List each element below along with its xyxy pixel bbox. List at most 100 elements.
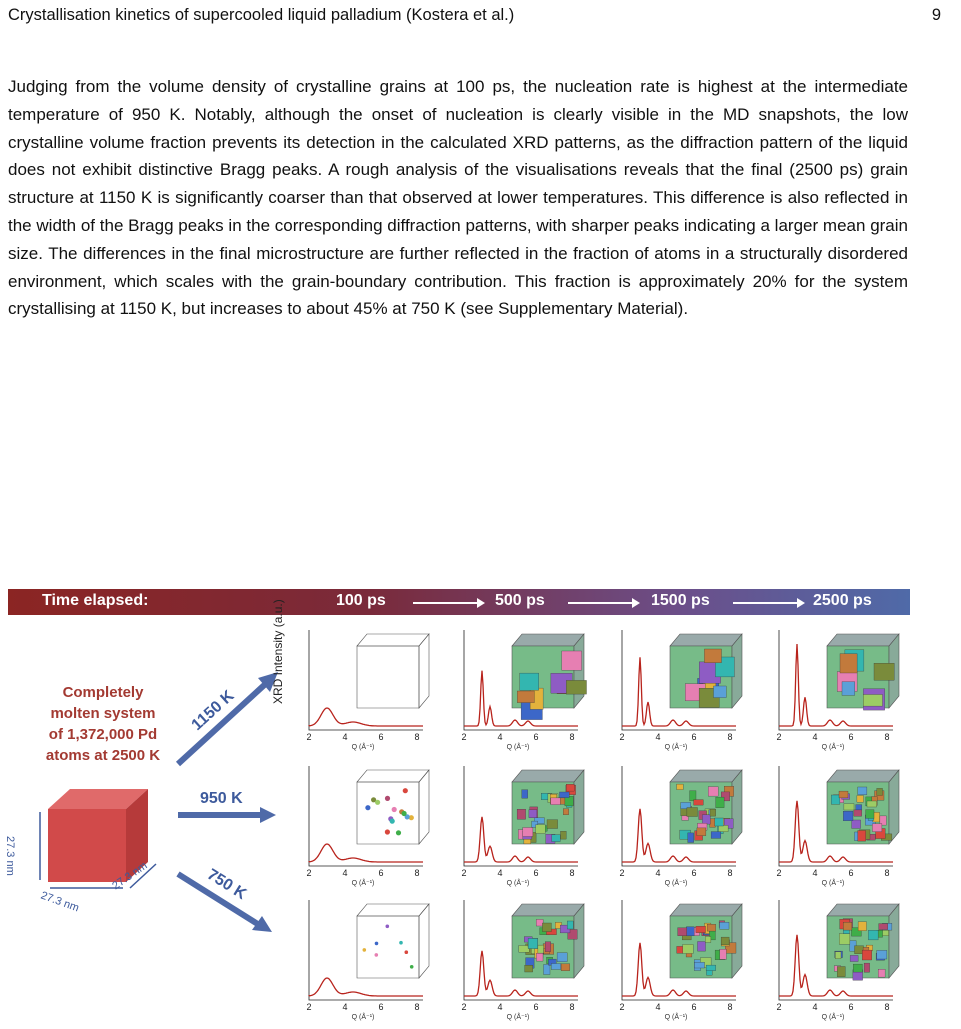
xrd-panel: 2 4 6 8 Q (Å⁻¹)	[619, 630, 743, 751]
depth-dim-arrow	[129, 863, 157, 889]
nucleus	[404, 950, 409, 954]
xrd-axes	[621, 900, 736, 1001]
grain	[537, 944, 544, 954]
xrd-axes	[463, 630, 578, 731]
nucleus	[408, 815, 414, 821]
md-snapshot	[356, 633, 430, 709]
x-tick-label: 4	[812, 732, 817, 742]
grain	[686, 926, 695, 936]
grain	[546, 819, 558, 829]
grain	[536, 919, 544, 927]
x-tick-label: 8	[414, 732, 419, 742]
x-tick-label: 2	[306, 1002, 311, 1012]
grain	[714, 817, 724, 827]
x-axis-label: Q (Å⁻¹)	[665, 742, 688, 751]
xrd-axes	[778, 630, 893, 731]
grain	[705, 964, 716, 971]
y-axis-label: XRD Intensity (a.u.)	[271, 599, 285, 704]
time-bar: Time elapsed: 100 ps 500 ps 1500 ps 2500…	[8, 589, 910, 615]
grain	[868, 930, 879, 941]
x-tick-label: 8	[569, 868, 574, 878]
x-tick-label: 8	[884, 1002, 889, 1012]
x-axis-label: Q (Å⁻¹)	[352, 1012, 375, 1021]
x-tick-label: 6	[848, 732, 853, 742]
grain	[551, 834, 561, 842]
grain	[693, 799, 704, 806]
grain	[872, 823, 883, 832]
grain	[873, 663, 895, 681]
grain	[853, 963, 863, 973]
md-snapshot	[826, 903, 900, 981]
page-number: 9	[931, 6, 941, 24]
grain	[559, 791, 570, 798]
xrd-curve	[464, 670, 578, 727]
snapshot-face	[511, 633, 585, 647]
nucleus	[385, 924, 390, 929]
grain	[528, 809, 538, 818]
grain	[878, 969, 886, 978]
nucleus	[375, 799, 381, 805]
grain	[718, 825, 729, 832]
xrd-curve	[464, 950, 578, 997]
grain	[556, 952, 568, 962]
snapshot-face	[418, 903, 430, 979]
time-label-1500: 1500 ps	[651, 592, 710, 609]
molten-cube	[39, 789, 157, 889]
grain	[694, 962, 705, 969]
xrd-panel: 2 4 6 8 Q (Å⁻¹)	[776, 766, 900, 887]
xrd-curve	[308, 843, 423, 863]
grain	[835, 951, 842, 959]
temp-label-950: 950 K	[200, 790, 243, 807]
x-tick-label: 2	[776, 868, 781, 878]
snapshot-face	[573, 903, 585, 979]
grain	[843, 811, 854, 821]
nucleus	[402, 788, 408, 794]
grain	[560, 831, 567, 840]
time-arrow-1	[413, 598, 485, 608]
grain	[680, 802, 691, 809]
snapshot-face	[356, 633, 430, 647]
md-snapshot	[511, 769, 585, 845]
x-tick-label: 6	[533, 868, 538, 878]
initial-state-line: of 1,372,000 Pd	[48, 726, 158, 743]
grain	[518, 945, 530, 953]
grain	[686, 807, 698, 817]
grain	[843, 922, 853, 931]
x-tick-label: 2	[776, 1002, 781, 1012]
x-tick-label: 2	[306, 732, 311, 742]
grain	[687, 832, 694, 843]
grain	[839, 933, 851, 945]
grain	[524, 965, 533, 973]
grain	[879, 815, 887, 826]
grain	[843, 803, 855, 811]
x-tick-label: 6	[378, 868, 383, 878]
snapshot-face	[511, 903, 585, 917]
grain	[704, 648, 722, 663]
nucleus	[391, 806, 397, 813]
grain	[853, 809, 862, 817]
snapshot-face	[669, 769, 743, 783]
x-tick-label: 8	[414, 868, 419, 878]
x-tick-label: 6	[533, 1002, 538, 1012]
time-arrow-2	[568, 598, 640, 608]
x-tick-label: 4	[655, 1002, 660, 1012]
snapshot-face	[573, 633, 585, 709]
nucleus	[384, 795, 391, 801]
x-tick-label: 4	[655, 732, 660, 742]
md-snapshot	[826, 769, 900, 845]
grain	[865, 809, 875, 819]
xrd-axes	[778, 900, 893, 1001]
x-tick-label: 8	[727, 732, 732, 742]
arrow-750	[176, 871, 266, 931]
nucleus	[401, 810, 407, 817]
grain	[560, 963, 570, 971]
x-tick-label: 4	[497, 1002, 502, 1012]
xrd-panel: 2 4 6 8 Q (Å⁻¹)	[461, 900, 585, 1021]
paragraph-text: Judging from the volume density of cryst…	[8, 77, 908, 319]
grain	[697, 941, 706, 952]
x-tick-label: 6	[691, 868, 696, 878]
snapshot-face	[669, 903, 743, 917]
grain	[527, 938, 538, 949]
x-tick-label: 6	[691, 1002, 696, 1012]
md-snapshot	[511, 903, 585, 979]
